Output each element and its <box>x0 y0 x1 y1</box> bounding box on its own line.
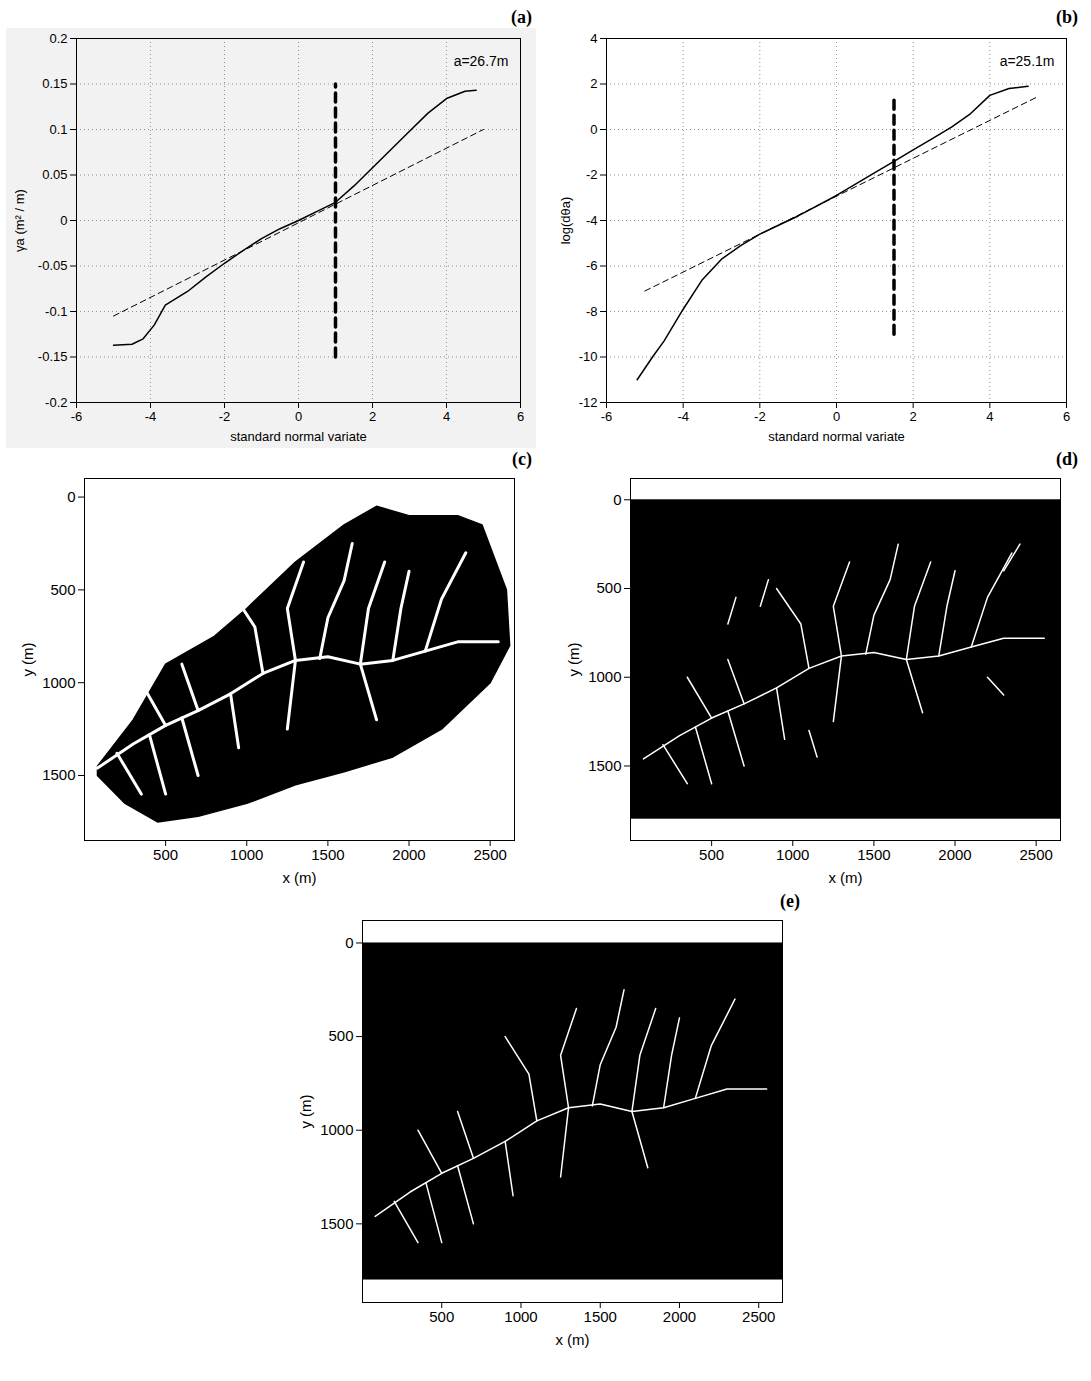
html-text:(b): (b) <box>1056 7 1078 27</box>
svg-text:a=26.7m: a=26.7m <box>454 53 509 69</box>
svg-text:0.1: 0.1 <box>49 122 67 137</box>
svg-text:2500: 2500 <box>1019 846 1052 863</box>
html-text:(a): (a) <box>511 7 532 27</box>
svg-text:x (m): x (m) <box>282 869 316 886</box>
svg-text:-2: -2 <box>586 167 598 182</box>
svg-text:y (m): y (m) <box>297 1094 314 1128</box>
svg-text:4: 4 <box>986 409 993 424</box>
svg-text:1000: 1000 <box>588 668 621 685</box>
svg-text:2: 2 <box>910 409 917 424</box>
html-text:(e): (e) <box>780 891 800 911</box>
svg-text:0: 0 <box>833 409 840 424</box>
svg-text:x (m): x (m) <box>828 869 862 886</box>
svg-text:-10: -10 <box>579 349 598 364</box>
svg-text:a=25.1m: a=25.1m <box>1000 53 1055 69</box>
svg-text:y (m): y (m) <box>565 642 582 676</box>
svg-text:0.05: 0.05 <box>42 167 67 182</box>
svg-text:-8: -8 <box>586 304 598 319</box>
svg-text:2500: 2500 <box>742 1308 775 1325</box>
svg-text:500: 500 <box>50 581 75 598</box>
svg-text:x (m): x (m) <box>555 1331 589 1348</box>
svg-text:1000: 1000 <box>504 1308 537 1325</box>
svg-text:0: 0 <box>295 409 302 424</box>
svg-text:1500: 1500 <box>311 846 344 863</box>
svg-text:-0.2: -0.2 <box>45 395 67 410</box>
svg-text:6: 6 <box>517 409 524 424</box>
svg-text:0: 0 <box>345 934 353 951</box>
svg-text:0: 0 <box>590 122 597 137</box>
svg-text:0: 0 <box>67 488 75 505</box>
svg-text:6: 6 <box>1063 409 1070 424</box>
svg-text:2: 2 <box>590 76 597 91</box>
svg-text:log(dθa): log(dθa) <box>558 197 573 245</box>
svg-text:500: 500 <box>153 846 178 863</box>
html-text:(d): (d) <box>1056 449 1078 469</box>
svg-text:1000: 1000 <box>230 846 263 863</box>
svg-text:2: 2 <box>369 409 376 424</box>
svg-text:-2: -2 <box>754 409 766 424</box>
svg-text:0: 0 <box>613 491 621 508</box>
html-text:(c): (c) <box>512 449 532 469</box>
svg-text:γa (m² / m): γa (m² / m) <box>12 189 27 252</box>
svg-text:-6: -6 <box>586 258 598 273</box>
svg-text:1500: 1500 <box>42 766 75 783</box>
svg-text:500: 500 <box>328 1027 353 1044</box>
svg-text:standard normal variate: standard normal variate <box>230 429 367 444</box>
svg-text:2000: 2000 <box>663 1308 696 1325</box>
svg-text:4: 4 <box>443 409 450 424</box>
svg-text:500: 500 <box>429 1308 454 1325</box>
svg-text:2000: 2000 <box>938 846 971 863</box>
svg-text:-2: -2 <box>219 409 231 424</box>
svg-text:0: 0 <box>60 213 67 228</box>
svg-text:-0.05: -0.05 <box>38 258 68 273</box>
svg-text:0.15: 0.15 <box>42 76 67 91</box>
svg-text:500: 500 <box>699 846 724 863</box>
svg-text:1000: 1000 <box>776 846 809 863</box>
svg-text:-4: -4 <box>586 213 598 228</box>
svg-text:500: 500 <box>596 579 621 596</box>
svg-text:0.2: 0.2 <box>49 31 67 46</box>
svg-text:-4: -4 <box>677 409 689 424</box>
svg-text:-6: -6 <box>71 409 83 424</box>
svg-text:-0.1: -0.1 <box>45 304 67 319</box>
svg-text:standard normal variate: standard normal variate <box>768 429 905 444</box>
svg-text:y (m): y (m) <box>19 642 36 676</box>
svg-text:1500: 1500 <box>584 1308 617 1325</box>
svg-text:2000: 2000 <box>392 846 425 863</box>
svg-text:4: 4 <box>590 31 597 46</box>
svg-text:-0.15: -0.15 <box>38 349 68 364</box>
svg-text:2500: 2500 <box>473 846 506 863</box>
svg-text:-6: -6 <box>601 409 613 424</box>
svg-text:1000: 1000 <box>42 674 75 691</box>
svg-text:1500: 1500 <box>857 846 890 863</box>
svg-text:1500: 1500 <box>588 757 621 774</box>
svg-text:-12: -12 <box>579 395 598 410</box>
svg-text:1500: 1500 <box>320 1215 353 1232</box>
svg-text:-4: -4 <box>145 409 157 424</box>
svg-text:1000: 1000 <box>320 1121 353 1138</box>
